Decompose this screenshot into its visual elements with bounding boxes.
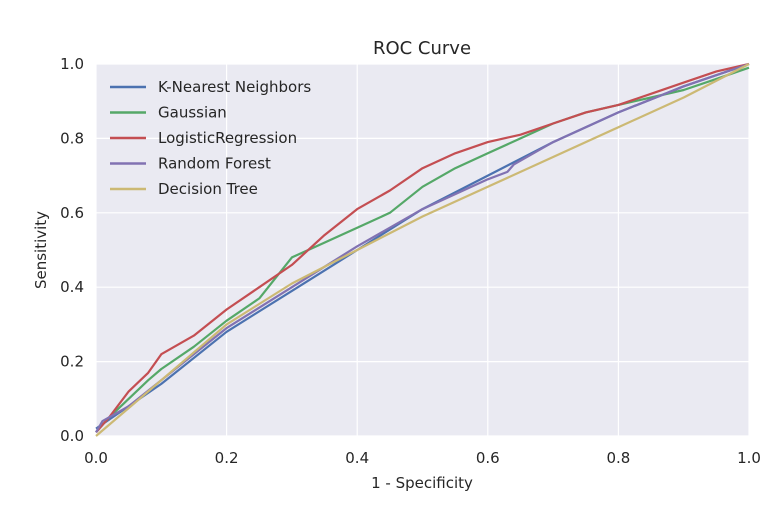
plot-background — [96, 64, 749, 436]
y-axis-label: Sensitivity — [32, 211, 50, 289]
x-axis-label: 1 - Specificity — [371, 474, 473, 492]
y-tick-label: 0.0 — [60, 427, 84, 445]
series-line-logisticregression — [95, 62, 750, 434]
x-tick-label: 0.8 — [606, 449, 630, 467]
x-tick-label: 0.0 — [84, 449, 108, 467]
x-tick-label: 0.4 — [345, 449, 369, 467]
y-tick-label: 0.8 — [60, 129, 84, 147]
legend: K-Nearest Neighbors Gaussian LogisticRegre… — [110, 78, 311, 198]
y-tick-labels: 0.0 0.2 0.4 0.6 0.8 1.0 — [60, 55, 84, 445]
y-tick-label: 0.2 — [60, 353, 84, 371]
series-lines — [95, 62, 750, 437]
x-tick-labels: 0.0 0.2 0.4 0.6 0.8 1.0 — [84, 449, 761, 467]
x-tick-label: 0.2 — [215, 449, 239, 467]
legend-label: Decision Tree — [158, 180, 258, 198]
y-tick-label: 1.0 — [60, 55, 84, 73]
y-tick-label: 0.4 — [60, 278, 84, 296]
legend-label: K-Nearest Neighbors — [158, 78, 311, 96]
series-line-decision-tree — [95, 63, 750, 437]
y-tick-label: 0.6 — [60, 204, 84, 222]
legend-label: Random Forest — [158, 155, 271, 173]
series-line-gaussian — [95, 66, 750, 434]
legend-label: Gaussian — [158, 104, 227, 122]
legend-label: LogisticRegression — [158, 129, 297, 147]
chart-title: ROC Curve — [373, 38, 471, 59]
x-tick-label: 1.0 — [737, 449, 761, 467]
x-tick-label: 0.6 — [476, 449, 500, 467]
